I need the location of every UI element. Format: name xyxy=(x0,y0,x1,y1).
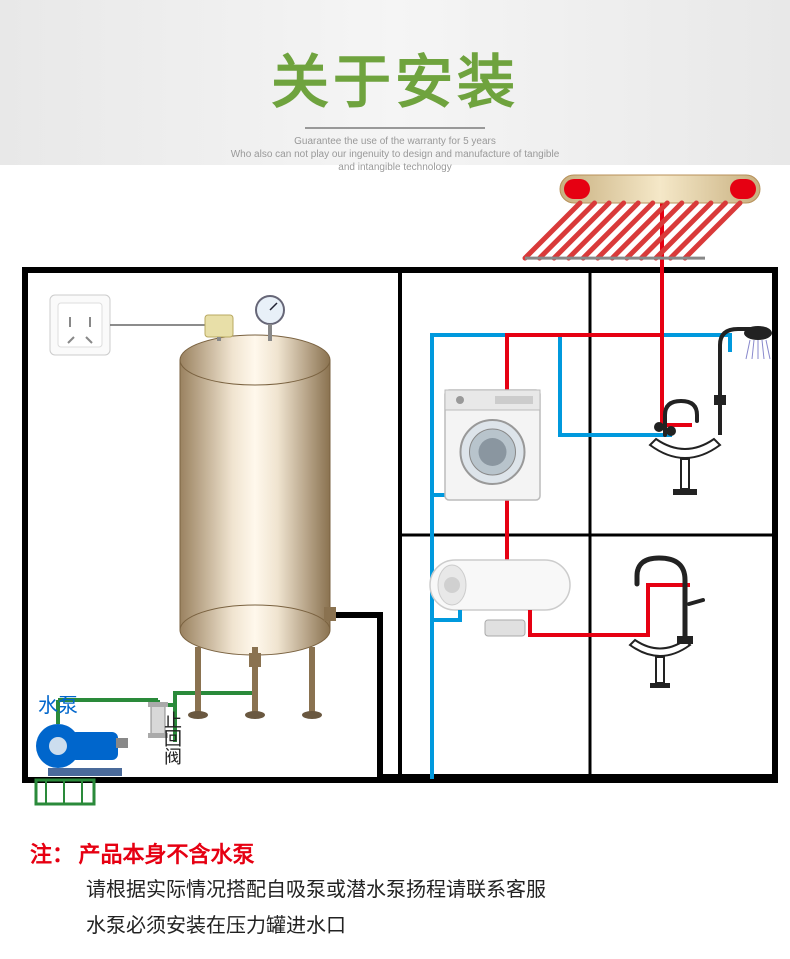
diagram-svg: 水泵止回阀 xyxy=(0,165,790,825)
footer-notes: 注： 产品本身不含水泵 请根据实际情况搭配自吸泵或潜水泵扬程请联系客服 水泵必须… xyxy=(0,825,790,959)
note-line-main: 注： 产品本身不含水泵 xyxy=(30,837,760,869)
subtitle-line: Who also can not play our ingenuity to d… xyxy=(0,148,790,161)
subtitle: Guarantee the use of the warranty for 5 … xyxy=(0,135,790,174)
note-main-text: 产品本身不含水泵 xyxy=(78,842,254,867)
note-label: 注： xyxy=(30,842,74,867)
note-sub-2: 水泵必须安装在压力罐进水口 xyxy=(86,911,760,941)
subtitle-line: Guarantee the use of the warranty for 5 … xyxy=(0,135,790,148)
svg-text:水泵: 水泵 xyxy=(38,694,78,717)
page-title: 关于安装 xyxy=(0,35,790,119)
svg-text:止回阀: 止回阀 xyxy=(162,711,182,766)
header-banner: 关于安装 Guarantee the use of the warranty f… xyxy=(0,0,790,165)
subtitle-line: and intangible technology xyxy=(0,161,790,174)
title-divider xyxy=(305,127,485,129)
installation-diagram: 水泵止回阀 xyxy=(0,165,790,825)
note-sub-1: 请根据实际情况搭配自吸泵或潜水泵扬程请联系客服 xyxy=(86,875,760,905)
